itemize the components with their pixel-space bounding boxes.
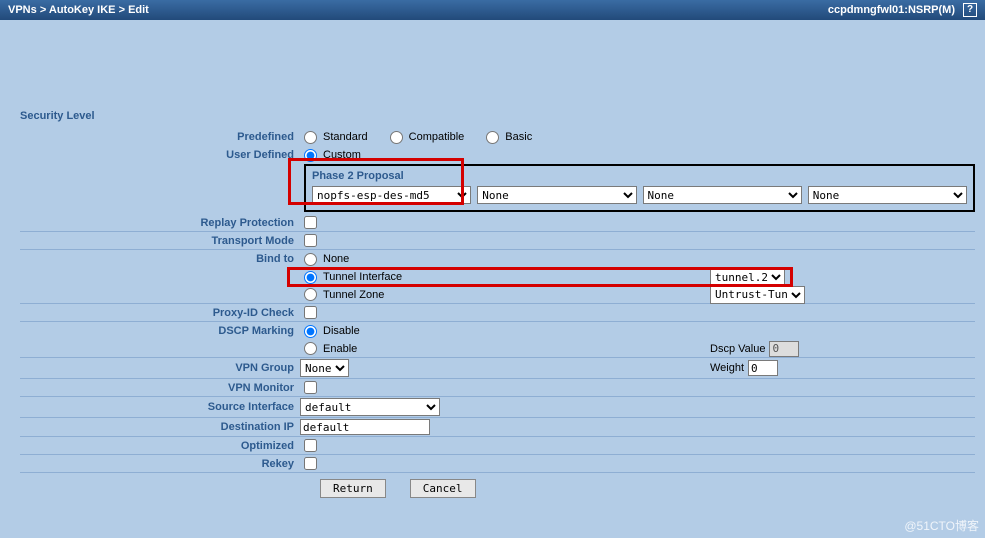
opt-dscp-disable: Disable [323,325,360,337]
radio-custom[interactable] [304,149,317,162]
label-predefined: Predefined [20,131,300,143]
row-rekey: Rekey [20,455,975,473]
opt-bind-tunnelif: Tunnel Interface [323,271,402,283]
radio-standard[interactable] [304,131,317,144]
breadcrumb-1[interactable]: AutoKey IKE [49,4,116,16]
breadcrumb-0[interactable]: VPNs [8,4,37,16]
phase2-select-2[interactable]: None [643,186,802,204]
row-destip: Destination IP [20,418,975,437]
return-button[interactable]: Return [320,479,386,498]
opt-compatible: Compatible [409,131,465,143]
radio-bind-tunnelif[interactable] [304,271,317,284]
label-destip: Destination IP [20,421,300,433]
phase2-select-3[interactable]: None [808,186,967,204]
radio-bind-none[interactable] [304,253,317,266]
breadcrumb-2: Edit [128,4,149,16]
label-transport: Transport Mode [20,235,300,247]
check-vpnmonitor[interactable] [304,381,317,394]
radio-bind-tunnelzone[interactable] [304,288,317,301]
label-proxyid: Proxy-ID Check [20,307,300,319]
row-optimized: Optimized [20,437,975,455]
radio-dscp-enable[interactable] [304,342,317,355]
label-replay: Replay Protection [20,217,300,229]
row-predefined: Predefined Standard Compatible Basic [20,128,975,146]
phase2-box: Phase 2 Proposal nopfs-esp-des-md5 None … [304,164,975,212]
phase2-select-1[interactable]: None [477,186,636,204]
label-vpnmonitor: VPN Monitor [20,382,300,394]
row-bindto-if: Tunnel Interface tunnel.2 [20,268,975,286]
select-vpngroup[interactable]: None [300,359,349,377]
row-vpngroup: VPN Group None Weight [20,358,975,379]
input-weight[interactable] [748,360,778,376]
row-transport: Transport Mode [20,232,975,250]
label-bindto: Bind to [20,253,300,265]
row-bindto-zone: Tunnel Zone Untrust-Tun [20,286,975,304]
opt-bind-none: None [323,253,349,265]
check-optimized[interactable] [304,439,317,452]
radio-basic[interactable] [486,131,499,144]
check-replay[interactable] [304,216,317,229]
opt-bind-tunnelzone: Tunnel Zone [323,289,384,301]
label-userdefined: User Defined [20,149,300,161]
row-dscp-enable: Enable Dscp Value [20,340,975,358]
row-replay: Replay Protection [20,214,975,232]
check-rekey[interactable] [304,457,317,470]
row-bindto-none: Bind to None [20,250,975,268]
radio-dscp-disable[interactable] [304,325,317,338]
radio-compatible[interactable] [390,131,403,144]
check-proxyid[interactable] [304,306,317,319]
content-area: Security Level Predefined Standard Compa… [0,20,985,508]
label-srcif: Source Interface [20,401,300,413]
input-dscp-value [769,341,799,357]
opt-standard: Standard [323,131,368,143]
section-title: Security Level [20,110,975,122]
row-userdefined: User Defined Custom [20,146,975,164]
input-destip[interactable] [300,419,430,435]
phase2-select-0[interactable]: nopfs-esp-des-md5 [312,186,471,204]
label-dscp: DSCP Marking [20,325,300,337]
breadcrumb: VPNs > AutoKey IKE > Edit [8,0,149,20]
help-icon[interactable]: ? [963,3,977,17]
breadcrumb-sep: > [119,4,128,16]
button-row: Return Cancel [20,473,975,498]
row-proxyid: Proxy-ID Check [20,304,975,322]
breadcrumb-sep: > [40,4,49,16]
opt-basic: Basic [505,131,532,143]
select-srcif[interactable]: default [300,398,440,416]
row-vpnmonitor: VPN Monitor [20,379,975,397]
opt-custom: Custom [323,149,361,161]
label-rekey: Rekey [20,458,300,470]
watermark: @51CTO博客 [904,517,979,534]
row-srcif: Source Interface default [20,397,975,418]
opt-dscp-enable: Enable [323,343,357,355]
phase2-title: Phase 2 Proposal [312,170,967,182]
host-label: ccpdmngfwl01:NSRP(M) [828,0,955,20]
label-dscp-value: Dscp Value [710,343,765,355]
label-weight: Weight [710,362,744,374]
row-dscp-disable: DSCP Marking Disable [20,322,975,340]
select-tunnel-zone[interactable]: Untrust-Tun [710,286,805,304]
label-optimized: Optimized [20,440,300,452]
check-transport[interactable] [304,234,317,247]
cancel-button[interactable]: Cancel [410,479,476,498]
select-tunnel-if[interactable]: tunnel.2 [710,268,785,286]
header-bar: VPNs > AutoKey IKE > Edit ccpdmngfwl01:N… [0,0,985,20]
label-vpngroup: VPN Group [20,362,300,374]
